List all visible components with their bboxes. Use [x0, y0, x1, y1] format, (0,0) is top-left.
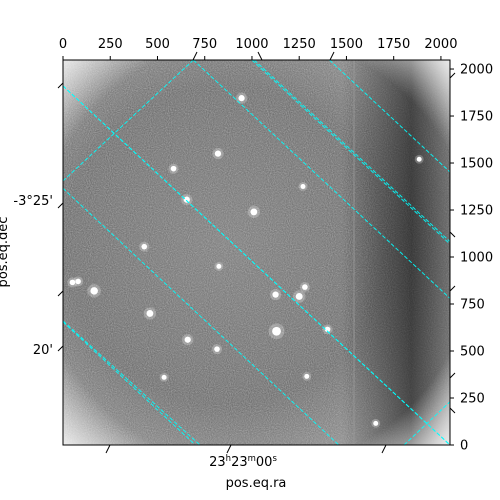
y-tick-label: 250 — [460, 392, 485, 407]
x-tick-label: 250 — [98, 37, 123, 52]
top-world-tick — [329, 51, 335, 61]
y-tick-label: 1000 — [460, 251, 493, 266]
x-tick-label: 1750 — [377, 37, 410, 52]
y-tick-label: 1500 — [460, 157, 493, 172]
ra-tick — [105, 444, 111, 454]
ra-tick — [381, 444, 387, 454]
grid-line — [63, 85, 450, 445]
star — [304, 373, 310, 379]
plot-area — [63, 60, 450, 445]
dec-tick-label-2: 20' — [33, 343, 53, 358]
grid-line — [329, 60, 450, 173]
star — [272, 291, 279, 298]
grid-line — [193, 60, 450, 299]
star — [214, 150, 222, 157]
star — [272, 326, 281, 336]
star — [373, 420, 379, 426]
y-axis-label: pos.eq.dec — [0, 217, 11, 288]
x-axis-label: pos.eq.ra — [226, 476, 287, 491]
right-world-tick — [449, 72, 456, 79]
dec-tick — [57, 82, 64, 89]
star — [183, 196, 190, 203]
x-tick-label: 750 — [192, 37, 217, 52]
x-tick-label: 1250 — [283, 37, 316, 52]
dec-tick — [57, 202, 64, 209]
grid-line — [63, 320, 201, 445]
star — [295, 293, 303, 300]
y-tick-label: 1250 — [460, 204, 493, 219]
x-tick-label: 2000 — [424, 37, 457, 52]
y-pixel-axis: 0 250 500 750 1000 1250 1500 1750 2000 — [450, 63, 493, 454]
y-tick-label: 1750 — [460, 110, 493, 125]
star — [300, 184, 306, 189]
right-world-tick — [449, 407, 456, 414]
star — [90, 287, 98, 295]
ra-tick-label: 23h23m00s — [209, 454, 277, 470]
x-pixel-axis: 0 250 500 750 1000 1250 1500 1750 2000 — [59, 37, 457, 60]
star — [238, 95, 245, 102]
grid-line — [403, 401, 450, 445]
star — [302, 284, 308, 290]
star — [75, 278, 81, 285]
grid-line — [251, 60, 450, 245]
plot-frame — [62, 59, 451, 446]
x-tick-label: 1500 — [330, 37, 363, 52]
right-world-tick — [449, 372, 456, 379]
right-world-tick — [449, 231, 456, 238]
grid-line — [253, 60, 450, 242]
grid-line — [63, 321, 196, 445]
dec-tick — [57, 345, 64, 352]
stars-layer — [67, 92, 424, 428]
y-tick-label: 0 — [460, 439, 468, 454]
x-tick-label: 500 — [145, 37, 170, 52]
star — [214, 346, 220, 352]
star — [170, 165, 177, 172]
dec-tick — [57, 290, 64, 297]
edge-vignette — [63, 60, 450, 445]
star — [146, 309, 154, 317]
y-tick-label: 500 — [460, 345, 485, 360]
top-world-tick — [257, 51, 263, 61]
star — [141, 243, 148, 250]
star — [161, 374, 167, 380]
star — [416, 156, 422, 162]
world-axis-ticks — [57, 51, 456, 454]
x-tick-label: 1000 — [235, 37, 268, 52]
x-tick-label: 0 — [59, 37, 67, 52]
star — [184, 336, 191, 343]
star — [324, 326, 331, 333]
coordinate-grid — [63, 60, 450, 445]
star — [69, 279, 76, 286]
star — [250, 208, 258, 216]
y-tick-label: 750 — [460, 298, 485, 313]
star — [216, 263, 222, 269]
dec-tick-label-1: -3°25' — [13, 194, 53, 209]
y-tick-label: 2000 — [460, 63, 493, 78]
ra-tick — [226, 444, 232, 454]
top-world-tick — [192, 51, 198, 61]
grid-line — [63, 188, 340, 445]
right-world-tick — [449, 285, 456, 292]
